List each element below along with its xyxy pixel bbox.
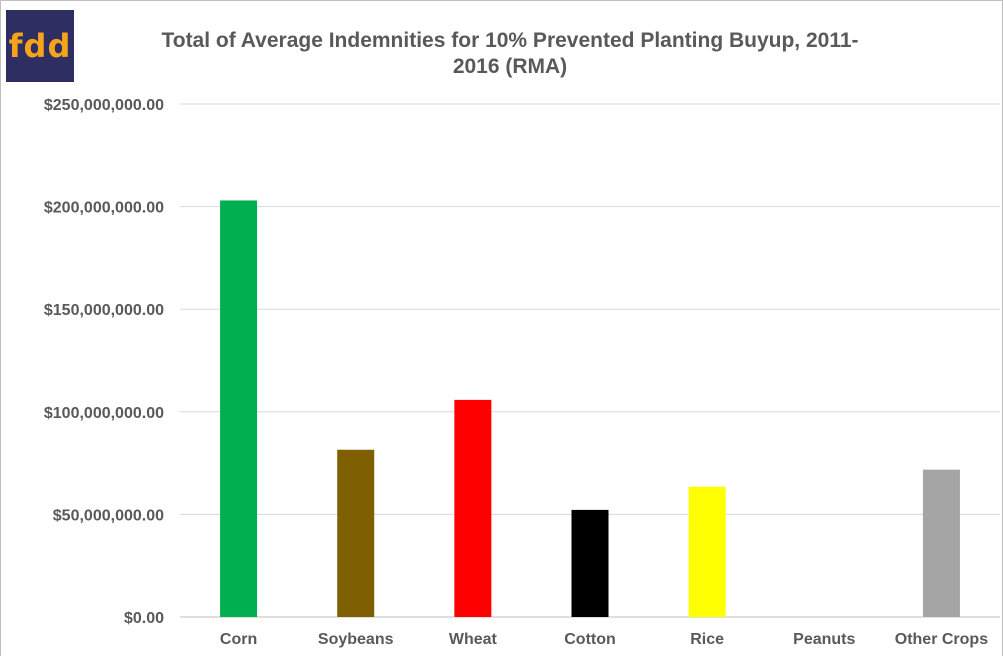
- chart-title-line-2: 2016 (RMA): [452, 55, 568, 78]
- bar-corn: [220, 200, 258, 617]
- y-tick-label: $200,000,000.00: [44, 200, 164, 217]
- y-tick-label: $100,000,000.00: [44, 405, 164, 422]
- y-tick-label: $150,000,000.00: [44, 302, 164, 319]
- x-axis-labels: Corn Soybeans Wheat Cotton Rice Peanuts Other …: [220, 631, 988, 648]
- x-tick-label: Peanuts: [793, 631, 855, 648]
- bars: [220, 200, 960, 617]
- bar-rice: [688, 486, 726, 617]
- chart-title-line-1: Total of Average Indemnities for 10% Pre…: [161, 29, 859, 52]
- fdd-logo: fdd: [6, 10, 74, 82]
- x-tick-label: Wheat: [449, 631, 498, 648]
- x-tick-label: Other Crops: [895, 631, 988, 648]
- x-tick-label: Soybeans: [318, 631, 394, 648]
- bar-other-crops: [922, 469, 960, 617]
- y-axis-labels: $0.00 $50,000,000.00 $100,000,000.00 $150,0…: [44, 97, 164, 627]
- y-tick-label: $0.00: [124, 610, 164, 627]
- bar-soybeans: [337, 449, 375, 617]
- x-tick-label: Corn: [220, 631, 257, 648]
- x-tick-label: Rice: [690, 631, 724, 648]
- chart-title: Total of Average Indemnities for 10% Pre…: [100, 28, 920, 80]
- x-tick-label: Cotton: [564, 631, 616, 648]
- logo-text: fdd: [8, 27, 72, 65]
- bar-cotton: [571, 509, 609, 617]
- y-tick-label: $250,000,000.00: [44, 97, 164, 114]
- y-tick-label: $50,000,000.00: [53, 507, 164, 524]
- bar-wheat: [454, 399, 492, 617]
